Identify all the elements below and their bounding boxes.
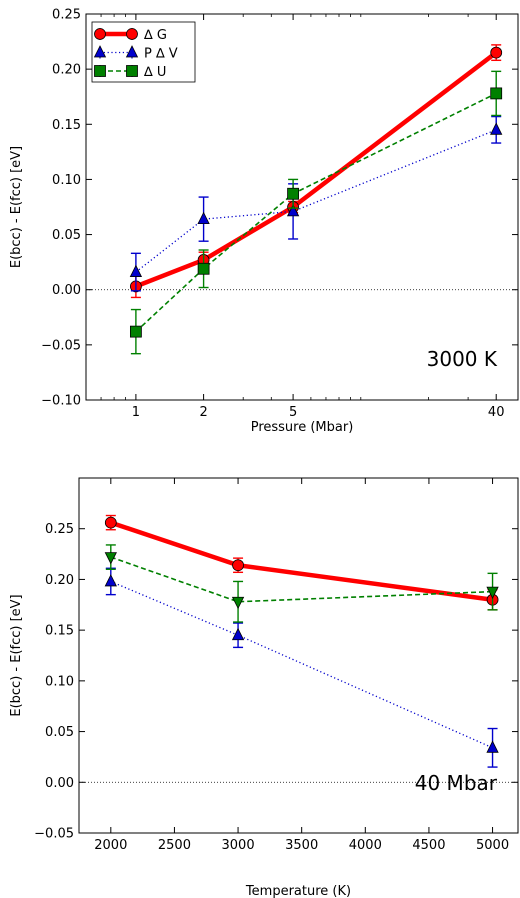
series-line [110,520,493,602]
x-tick-label: 1 [132,405,140,420]
data-point [231,627,245,641]
x-tick-label: 5 [289,405,297,420]
series-1-points [129,44,503,299]
x-tick-label: 40 [488,405,505,420]
y-tick-label: 0.05 [45,725,74,740]
data-point [231,596,245,610]
legend-marker [94,65,106,77]
data-point [287,187,299,200]
series-2 [110,580,493,749]
x-tick-label: 2000 [94,838,127,853]
x-axis-label: Pressure (Mbar) [251,420,354,435]
plot-frame [85,13,519,401]
series-2 [135,129,497,273]
data-point [129,325,142,338]
legend-marker [126,28,138,40]
data-point [197,211,210,225]
series-3 [135,92,497,333]
data-point [490,122,503,135]
series-line [110,580,493,749]
data-point [197,262,210,275]
y-tick-label: 0.00 [45,776,74,791]
series-3-points [104,544,499,623]
legend-marker [93,45,107,58]
x-tick-label: 2 [199,405,207,420]
plot-frame [78,477,519,834]
data-point [104,516,117,529]
legend-marker [94,28,106,40]
y-axis-label: E(bcc) - E(fcc) [eV] [9,146,24,268]
chart-panel-2: −0.05 0.00 0.05 0.10 0.15 0.20 0.25 2000 2500 300… [9,477,519,898]
series-3 [110,556,493,603]
data-point [104,552,117,565]
data-point [486,740,499,753]
legend: ∆ G P ∆ V ∆ U [91,21,196,83]
legend-label: ∆ U [143,65,166,80]
x-tick-label: 2500 [158,838,191,853]
series-1 [135,50,498,289]
data-point [286,204,300,217]
data-point [129,264,143,277]
y-tick-label: 0.25 [45,522,74,537]
series-2-points [104,567,499,768]
x-tick-label: 4000 [349,838,382,853]
x-tick-label: 3500 [285,838,318,853]
data-point [104,574,117,587]
data-point [232,559,244,572]
x-axis-label: Temperature (K) [245,884,351,898]
series-line [135,50,498,289]
y-tick-label: 0.15 [52,118,81,133]
x-tick-label: 5000 [476,838,509,853]
chart-panel-1: −0.10 −0.05 0.00 0.05 0.10 0.15 0.20 0.25 1 2 5 40 P… [9,8,519,435]
series-1-points [104,514,499,611]
series-line [110,556,493,603]
x-tick-label: 3000 [222,838,255,853]
y-tick-label: −0.10 [41,394,81,409]
series-3-points [129,70,503,355]
panel-annotation: 40 Mbar [415,771,498,795]
y-tick-label: 0.10 [45,674,74,689]
y-tick-label: −0.05 [41,338,81,353]
y-axis-label: E(bcc) - E(fcc) [eV] [9,594,24,716]
series-line [135,92,497,333]
y-tick-label: 0.05 [52,228,81,243]
series-line [135,129,497,273]
y-tick-label: 0.15 [45,624,74,639]
y-tick-label: 0.10 [52,173,81,188]
y-tick-label: 0.20 [45,573,74,588]
legend-label: ∆ G [143,28,167,43]
data-point [486,586,499,599]
series-1 [110,520,493,602]
panel-annotation: 3000 K [427,347,498,371]
legend-marker [126,65,138,77]
y-tick-label: 0.25 [52,8,81,23]
data-point [490,46,503,59]
legend-marker [125,45,139,58]
y-tick-label: 0.00 [52,283,81,298]
y-tick-label: 0.20 [52,63,81,78]
data-point [490,87,503,100]
y-tick-label: −0.05 [34,827,74,842]
x-tick-label: 4500 [412,838,445,853]
legend-label: P ∆ V [144,47,178,62]
